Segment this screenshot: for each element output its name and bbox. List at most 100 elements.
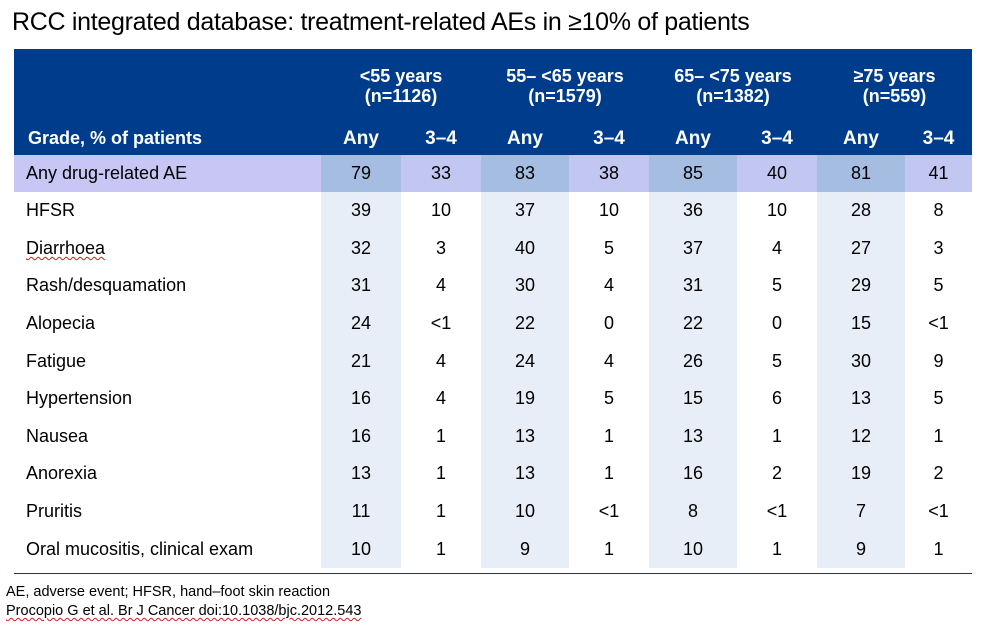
cell-grade34: 1 (603, 538, 614, 559)
cell-any: 30 (481, 267, 569, 305)
cell-grade34: 3 (933, 237, 944, 258)
cell-any: 37 (649, 229, 737, 268)
cell-grade34: 5 (933, 388, 944, 409)
cell-grade34: 1 (603, 425, 614, 446)
cell-any: 28 (817, 192, 905, 230)
table-row: Anorexia 13 1 13 1 16 2 19 2 (14, 455, 972, 493)
col-header-grade34: 3–4 (737, 122, 817, 155)
col-header-grade34: 3–4 (401, 122, 481, 155)
cell-any: 10 (321, 530, 401, 568)
cell-any: 26 (649, 342, 737, 380)
cell-any: 24 (481, 342, 569, 380)
cell-any: 24 (321, 304, 401, 343)
row-label: Oral mucositis, clinical exam (14, 530, 321, 568)
table-row: HFSR 39 10 37 10 36 10 28 8 (14, 192, 972, 230)
cell-grade34: 5 (771, 275, 782, 296)
footnote-abbreviations: AE, adverse event; HFSR, hand–foot skin … (6, 584, 331, 600)
header-row-groups: <55 years (n=1126) 55– <65 years (n=1579) … (14, 49, 973, 122)
cell-grade34: 1 (603, 463, 614, 484)
cell-any: 31 (649, 267, 737, 305)
table-row: Nausea 16 1 13 1 13 1 12 1 (14, 417, 972, 456)
table-row-any-ae: Any drug-related AE 79 33 83 38 85 40 81 41 (14, 155, 973, 192)
cell-any: 22 (481, 304, 569, 343)
cell-any: 12 (817, 417, 905, 456)
row-label-text: Oral mucositis, clinical exam (26, 538, 254, 559)
table-row: Pruritis 11 1 10 <1 8 <1 7 <1 (14, 492, 972, 531)
col-header-grade34: 3–4 (905, 122, 973, 155)
cell-grade34: 10 (766, 200, 788, 221)
cell-any: 29 (817, 267, 905, 305)
cell-grade34: 1 (435, 425, 446, 446)
ae-table: <55 years (n=1126) 55– <65 years (n=1579) … (14, 49, 973, 568)
cell-any: 10 (481, 492, 569, 531)
cell-any: 15 (649, 379, 737, 418)
cell-grade34: 5 (771, 350, 782, 371)
row-label: Pruritis (14, 493, 321, 531)
row-label-text: Rash/desquamation (26, 275, 187, 296)
cell-any: 16 (321, 417, 401, 456)
cell-any: 36 (649, 192, 737, 230)
cell-grade34: 4 (435, 388, 446, 409)
cell-any: 32 (321, 229, 401, 268)
cell-any: 81 (817, 155, 905, 192)
cell-grade34: 1 (435, 538, 446, 559)
cell-any: 79 (321, 155, 401, 192)
cell-any: 27 (817, 229, 905, 268)
cell-grade34: 1 (771, 425, 782, 446)
cell-any: 21 (321, 342, 401, 380)
cell-any: 11 (321, 492, 401, 531)
cell-grade34: 9 (933, 350, 944, 371)
cell-grade34: 5 (933, 275, 944, 296)
cell-any: 10 (649, 530, 737, 568)
row-label: Any drug-related AE (14, 155, 321, 192)
row-label: Fatigue (14, 342, 321, 380)
cell-grade34: 5 (603, 388, 614, 409)
cell-any: 8 (649, 492, 737, 531)
row-label: Anorexia (14, 455, 321, 493)
cell-any: 85 (649, 155, 737, 192)
group-header: <55 years (n=1126) (321, 49, 481, 122)
cell-any: 16 (649, 455, 737, 493)
cell-any: 13 (481, 455, 569, 493)
cell-any: 30 (817, 342, 905, 380)
group-header: ≥75 years (n=559) (817, 49, 973, 122)
col-header-any: Any (817, 122, 905, 155)
cell-grade34: 2 (933, 463, 944, 484)
row-label: Alopecia (14, 305, 321, 343)
cell-any: 22 (649, 304, 737, 343)
row-label: Rash/desquamation (14, 267, 321, 305)
footnote-reference: Procopio G et al. Br J Cancer doi:10.103… (6, 603, 361, 619)
col-header-any: Any (481, 122, 569, 155)
cell-grade34: 38 (569, 155, 649, 192)
col-header-grade34: 3–4 (569, 122, 649, 155)
cell-grade34: 41 (905, 155, 973, 192)
cell-any: 19 (817, 455, 905, 493)
col-header-any: Any (649, 122, 737, 155)
cell-grade34: 4 (435, 350, 446, 371)
cell-grade34: 2 (771, 463, 782, 484)
table-body: Any drug-related AE 79 33 83 38 85 40 81 41 HFSR 3… (14, 155, 973, 568)
cell-any: 40 (481, 229, 569, 268)
cell-any: 13 (817, 379, 905, 418)
table-row: Hypertension 16 4 19 5 15 6 13 5 (14, 379, 972, 418)
slide-title: RCC integrated database: treatment-relat… (12, 8, 750, 36)
cell-grade34: <1 (598, 501, 620, 522)
cell-any: 13 (321, 455, 401, 493)
cell-any: 7 (817, 492, 905, 531)
row-label-text: Fatigue (26, 350, 87, 371)
cell-grade34: 8 (933, 200, 944, 221)
row-label-text: Pruritis (26, 501, 83, 522)
group-header: 55– <65 years (n=1579) (481, 49, 649, 122)
header-row-grades: Grade, % of patients Any 3–4 Any 3–4 Any… (14, 122, 973, 155)
cell-grade34: 1 (771, 538, 782, 559)
cell-grade34: 0 (603, 313, 614, 334)
cell-grade34: <1 (766, 501, 788, 522)
table-row: Diarrhoea 32 3 40 5 37 4 27 3 (14, 229, 972, 268)
cell-grade34: 4 (771, 237, 782, 258)
row-label-text: HFSR (26, 200, 75, 221)
cell-grade34: 1 (435, 463, 446, 484)
cell-any: 9 (817, 530, 905, 568)
row-label-text: Hypertension (26, 388, 133, 409)
cell-grade34: 1 (933, 538, 944, 559)
cell-grade34: <1 (928, 501, 949, 522)
